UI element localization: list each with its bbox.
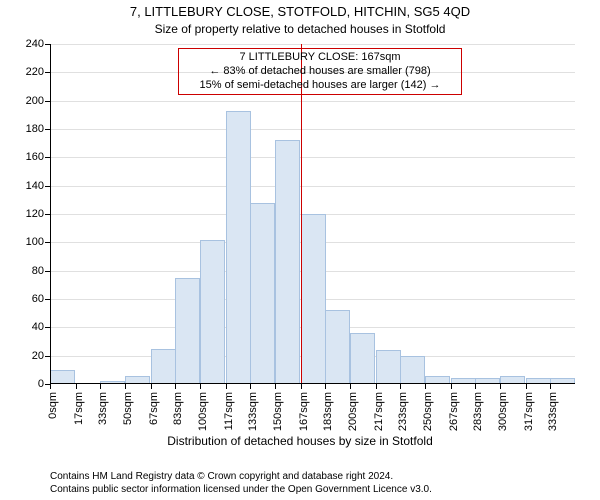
x-tick-label: 183sqm bbox=[322, 392, 334, 431]
x-tick-label: 267sqm bbox=[448, 392, 460, 431]
x-tick-mark bbox=[350, 384, 351, 389]
x-tick-label: 33sqm bbox=[97, 392, 109, 425]
histogram-bar bbox=[226, 111, 251, 384]
x-tick-mark bbox=[400, 384, 401, 389]
x-tick-label: 17sqm bbox=[73, 392, 85, 425]
histogram-bar bbox=[275, 140, 300, 384]
x-tick-mark bbox=[325, 384, 326, 389]
gridline bbox=[50, 44, 575, 45]
x-tick-mark bbox=[451, 384, 452, 389]
x-tick-label: 50sqm bbox=[122, 392, 134, 425]
annotation-line: 7 LITTLEBURY CLOSE: 167sqm bbox=[185, 51, 455, 65]
x-tick-mark bbox=[100, 384, 101, 389]
histogram-bar bbox=[376, 350, 401, 384]
x-axis-line bbox=[50, 383, 575, 384]
gridline bbox=[50, 129, 575, 130]
histogram-bar bbox=[200, 240, 225, 385]
x-tick-label: 67sqm bbox=[148, 392, 160, 425]
histogram-bar bbox=[175, 278, 200, 384]
gridline bbox=[50, 157, 575, 158]
x-tick-label: 150sqm bbox=[272, 392, 284, 431]
page-subtitle: Size of property relative to detached ho… bbox=[0, 22, 600, 36]
x-tick-label: 83sqm bbox=[172, 392, 184, 425]
footer-attribution: Contains HM Land Registry data © Crown c… bbox=[50, 471, 432, 496]
annotation-line: ← 83% of detached houses are smaller (79… bbox=[185, 65, 455, 79]
annotation-line: 15% of semi-detached houses are larger (… bbox=[185, 79, 455, 93]
x-tick-mark bbox=[500, 384, 501, 389]
x-tick-mark bbox=[226, 384, 227, 389]
x-tick-mark bbox=[125, 384, 126, 389]
histogram-bar bbox=[250, 203, 275, 384]
x-tick-label: 0sqm bbox=[47, 392, 59, 419]
x-tick-mark bbox=[475, 384, 476, 389]
x-tick-mark bbox=[275, 384, 276, 389]
histogram-bar bbox=[400, 356, 425, 384]
x-tick-label: 300sqm bbox=[497, 392, 509, 431]
x-tick-mark bbox=[76, 384, 77, 389]
x-tick-label: 317sqm bbox=[523, 392, 535, 431]
page-title: 7, LITTLEBURY CLOSE, STOTFOLD, HITCHIN, … bbox=[0, 4, 600, 19]
histogram-bar bbox=[350, 333, 375, 384]
x-tick-mark bbox=[425, 384, 426, 389]
histogram-bar bbox=[50, 370, 75, 384]
gridline bbox=[50, 186, 575, 187]
footer-line-1: Contains HM Land Registry data © Crown c… bbox=[50, 471, 432, 484]
x-tick-label: 167sqm bbox=[298, 392, 310, 431]
x-tick-mark bbox=[376, 384, 377, 389]
histogram-plot-area: 0204060801001201401601802002202400sqm17s… bbox=[50, 44, 575, 384]
x-tick-label: 133sqm bbox=[247, 392, 259, 431]
y-axis-line bbox=[50, 44, 51, 384]
x-tick-mark bbox=[550, 384, 551, 389]
x-tick-mark bbox=[151, 384, 152, 389]
x-tick-label: 217sqm bbox=[373, 392, 385, 431]
x-tick-label: 333sqm bbox=[547, 392, 559, 431]
histogram-bar bbox=[151, 349, 176, 384]
x-tick-mark bbox=[301, 384, 302, 389]
x-tick-label: 233sqm bbox=[397, 392, 409, 431]
x-tick-label: 200sqm bbox=[347, 392, 359, 431]
gridline bbox=[50, 101, 575, 102]
x-tick-mark bbox=[250, 384, 251, 389]
annotation-box: 7 LITTLEBURY CLOSE: 167sqm← 83% of detac… bbox=[178, 48, 462, 95]
histogram-bar bbox=[325, 310, 350, 384]
x-tick-mark bbox=[50, 384, 51, 389]
x-tick-label: 100sqm bbox=[197, 392, 209, 431]
x-tick-label: 117sqm bbox=[223, 392, 235, 430]
footer-line-2: Contains public sector information licen… bbox=[50, 484, 432, 497]
x-tick-mark bbox=[175, 384, 176, 389]
histogram-bar bbox=[301, 214, 326, 384]
x-tick-mark bbox=[526, 384, 527, 389]
x-tick-label: 250sqm bbox=[422, 392, 434, 431]
x-axis-label: Distribution of detached houses by size … bbox=[0, 434, 600, 448]
x-tick-mark bbox=[200, 384, 201, 389]
x-tick-label: 283sqm bbox=[472, 392, 484, 431]
